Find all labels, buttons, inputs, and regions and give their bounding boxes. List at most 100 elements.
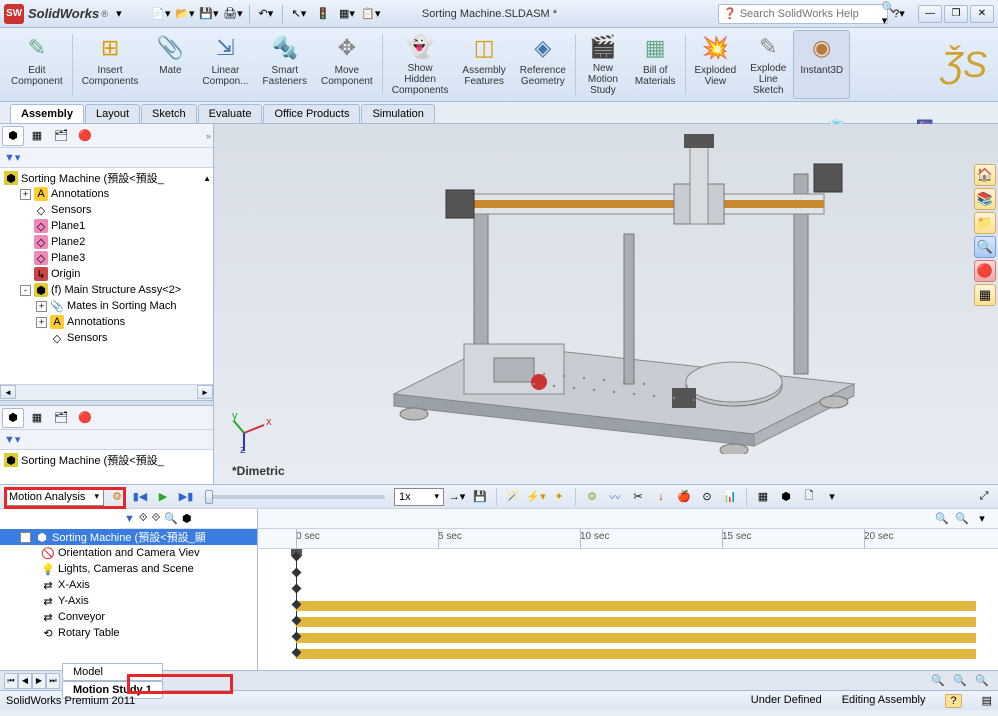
force-button[interactable]: ↓: [651, 487, 671, 507]
dimxpert-tab[interactable]: 🔴: [74, 126, 96, 146]
minimize-button[interactable]: ―: [918, 5, 942, 23]
timeline[interactable]: 🔍 🔍 ▾ 0 sec5 sec10 sec15 sec20 sec: [258, 509, 998, 670]
tl-zoom-btn[interactable]: ▾: [972, 509, 992, 529]
tl-zoom-btn[interactable]: 🔍: [952, 509, 972, 529]
timeline-bar[interactable]: [296, 649, 976, 659]
ribbon-assembly[interactable]: ◫ AssemblyFeatures: [455, 30, 512, 99]
motion-tree-item[interactable]: 💡Lights, Cameras and Scene: [0, 561, 257, 577]
mt-icon[interactable]: ⟐: [139, 512, 148, 525]
ribbon-show[interactable]: 👻 ShowHiddenComponents: [385, 30, 456, 99]
cmdtab-sketch[interactable]: Sketch: [141, 104, 197, 123]
cmdtab-layout[interactable]: Layout: [85, 104, 140, 123]
cmdtab-simulation[interactable]: Simulation: [361, 104, 434, 123]
tree-item[interactable]: ◇Sensors: [2, 202, 211, 218]
appearances-icon[interactable]: 🔴: [974, 260, 996, 282]
ribbon-instant3d[interactable]: ◉ Instant3D: [793, 30, 850, 99]
screen-capture-button[interactable]: 📋▾: [360, 3, 382, 25]
zoom-out-icon[interactable]: 🔍: [928, 671, 948, 691]
playback-slider[interactable]: [205, 495, 385, 499]
property-mgr-tab-2[interactable]: ▦: [26, 408, 48, 428]
calculate-button[interactable]: ⚙: [107, 487, 127, 507]
motion-tree-item[interactable]: 🚫Orientation and Camera Viev: [0, 545, 257, 561]
tree-item[interactable]: +📎Mates in Sorting Mach: [2, 298, 211, 314]
cmdtab-assembly[interactable]: Assembly: [10, 104, 84, 123]
contact-button[interactable]: ✂: [628, 487, 648, 507]
play-start-button[interactable]: ▮◀: [130, 487, 150, 507]
keyframe[interactable]: [292, 568, 302, 578]
ribbon-bill-of[interactable]: ▦ Bill ofMaterials: [628, 30, 683, 99]
tab-next[interactable]: ▶: [32, 673, 46, 689]
zoom-in-icon[interactable]: 🔍: [972, 671, 992, 691]
damper-button[interactable]: ⊙: [697, 487, 717, 507]
anim-wizard-button[interactable]: 🪄: [503, 487, 523, 507]
timeline-rows[interactable]: [258, 549, 998, 659]
tree-root[interactable]: ⬢ Sorting Machine (預設<預設_ ▲: [2, 170, 211, 186]
custom-props-icon[interactable]: ▦: [974, 284, 996, 306]
feature-tree-tab[interactable]: ⬢: [2, 126, 24, 146]
maximize-button[interactable]: ❐: [944, 5, 968, 23]
cmdtab-evaluate[interactable]: Evaluate: [198, 104, 263, 123]
tab-first[interactable]: ⏮: [4, 673, 18, 689]
autokey-button[interactable]: ⚡▾: [526, 487, 546, 507]
tree-item[interactable]: ◇Plane2: [2, 234, 211, 250]
ms-btn-3[interactable]: 🗋: [799, 487, 819, 507]
help-button[interactable]: ?▾: [888, 3, 910, 25]
filter-icon[interactable]: ▼▾: [4, 151, 20, 164]
brand-dropdown[interactable]: ▾: [108, 3, 130, 25]
tree-item[interactable]: -⬢(f) Main Structure Assy<2>: [2, 282, 211, 298]
results-button[interactable]: 📊: [720, 487, 740, 507]
tree-item[interactable]: +AAnnotations: [2, 186, 211, 202]
scroll-right[interactable]: ►: [197, 385, 213, 399]
select-button[interactable]: ↖▾: [288, 3, 310, 25]
motor-button[interactable]: ⚙: [582, 487, 602, 507]
feature-tree-2[interactable]: ⬢ Sorting Machine (預設<預設_: [0, 450, 213, 484]
ms-btn-4[interactable]: ▾: [822, 487, 842, 507]
scroll-left[interactable]: ◄: [0, 385, 16, 399]
spring-button[interactable]: 〰: [605, 487, 625, 507]
expand-toggle[interactable]: -: [20, 285, 31, 296]
ribbon-mate[interactable]: 📎 Mate: [145, 30, 195, 99]
tree-item[interactable]: +AAnnotations: [2, 314, 211, 330]
motion-tree-item[interactable]: ⇄Y-Axis: [0, 593, 257, 609]
rebuild-button[interactable]: 🚦: [312, 3, 334, 25]
loop-button[interactable]: →▾: [447, 487, 467, 507]
filter-icon[interactable]: ▼: [124, 513, 135, 525]
ribbon-reference[interactable]: ◈ ReferenceGeometry: [513, 30, 573, 99]
file-explorer-icon[interactable]: 📁: [974, 212, 996, 234]
save-button[interactable]: 💾▾: [198, 3, 220, 25]
collapse-button[interactable]: ⤢: [974, 487, 994, 507]
cmdtab-office-products[interactable]: Office Products: [263, 104, 360, 123]
fp-more[interactable]: »: [206, 131, 211, 141]
motion-tree-item[interactable]: ⇄Conveyor: [0, 609, 257, 625]
ribbon-explode[interactable]: ✎ ExplodeLineSketch: [743, 30, 793, 99]
open-button[interactable]: 📂▾: [174, 3, 196, 25]
doc-tab-model[interactable]: Model: [62, 663, 163, 681]
tree-root-2[interactable]: ⬢ Sorting Machine (預設<預設_: [2, 452, 211, 468]
expand-toggle[interactable]: +: [36, 301, 47, 312]
motion-tree-item[interactable]: ⇄X-Axis: [0, 577, 257, 593]
time-ruler[interactable]: 0 sec5 sec10 sec15 sec20 sec: [258, 529, 998, 549]
design-library-icon[interactable]: 📚: [974, 188, 996, 210]
tree-scroll-up[interactable]: ▲: [203, 174, 211, 183]
speed-dropdown[interactable]: 1x: [394, 488, 444, 506]
zoom-fit-icon[interactable]: 🔍: [950, 671, 970, 691]
slider-thumb[interactable]: [205, 490, 213, 504]
tree-item[interactable]: ◇Plane1: [2, 218, 211, 234]
stop-button[interactable]: ▶▮: [176, 487, 196, 507]
config-mgr-tab-2[interactable]: 🗂: [50, 408, 72, 428]
ribbon-exploded[interactable]: 💥 ExplodedView: [688, 30, 744, 99]
feature-tree[interactable]: ⬢ Sorting Machine (預設<預設_ ▲ +AAnnotation…: [0, 168, 213, 384]
ribbon-linear[interactable]: ⇲ LinearCompon...: [195, 30, 255, 99]
tree-item[interactable]: ↳Origin: [2, 266, 211, 282]
tl-zoom-btn[interactable]: 🔍: [932, 509, 952, 529]
tab-prev[interactable]: ◀: [18, 673, 32, 689]
expand-toggle[interactable]: +: [36, 317, 47, 328]
addkey-button[interactable]: ✦: [549, 487, 569, 507]
motion-tree-item[interactable]: -⬢Sorting Machine (預設<預設_顯: [0, 529, 257, 545]
tree-item[interactable]: ◇Sensors: [2, 330, 211, 346]
print-button[interactable]: 🖨▾: [222, 3, 244, 25]
timeline-bar[interactable]: [296, 617, 976, 627]
play-button[interactable]: ▶: [153, 487, 173, 507]
filter-icon-2[interactable]: ▼▾: [4, 433, 20, 446]
new-doc-button[interactable]: 📄▾: [150, 3, 172, 25]
